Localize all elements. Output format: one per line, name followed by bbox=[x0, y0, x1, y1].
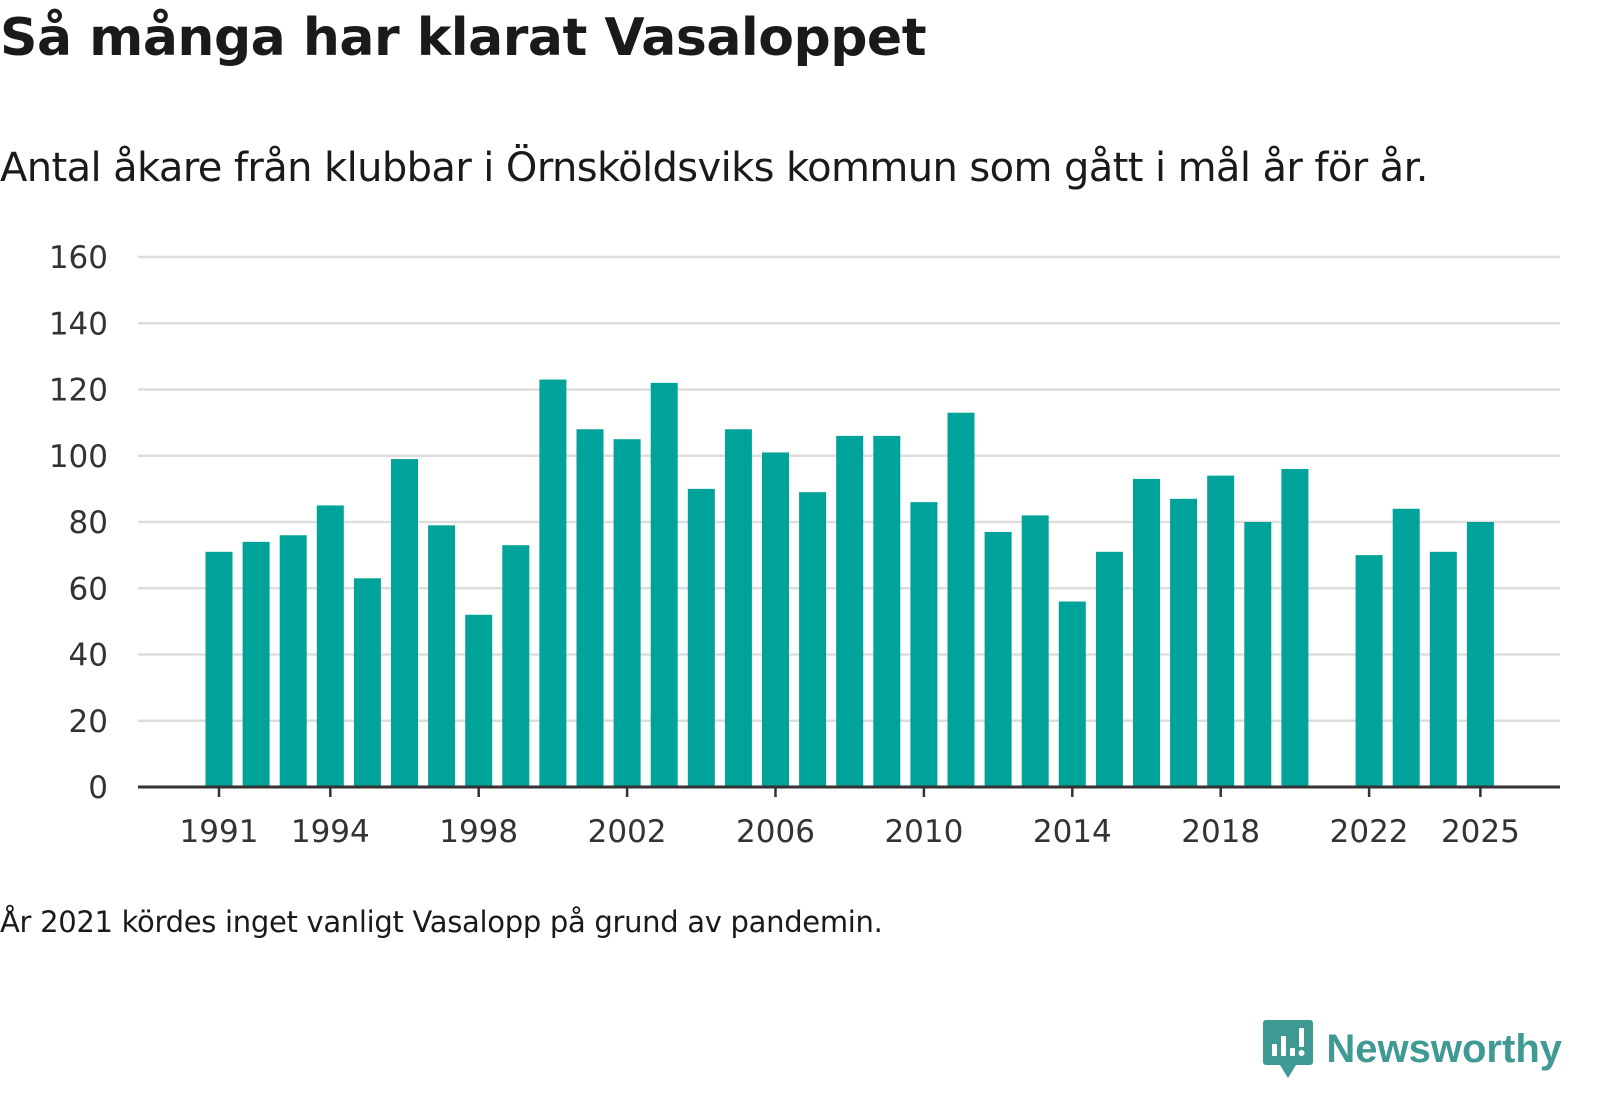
bar bbox=[873, 435, 901, 787]
x-tick-label: 2014 bbox=[1033, 814, 1112, 850]
y-tick-label: 140 bbox=[49, 306, 108, 342]
y-tick-label: 40 bbox=[69, 638, 108, 674]
bar bbox=[910, 502, 938, 787]
bar bbox=[799, 492, 827, 787]
bar bbox=[205, 551, 233, 787]
bar bbox=[1170, 498, 1198, 787]
bar bbox=[1429, 551, 1457, 787]
y-tick-label: 0 bbox=[88, 770, 108, 806]
y-tick-label: 20 bbox=[69, 704, 108, 740]
bar bbox=[1058, 601, 1086, 787]
y-tick-label: 120 bbox=[49, 373, 108, 409]
x-tick-label: 2010 bbox=[884, 814, 963, 850]
bar bbox=[836, 435, 864, 787]
bar bbox=[391, 459, 418, 787]
x-tick-label: 2006 bbox=[736, 814, 815, 850]
x-tick-label: 2002 bbox=[588, 814, 667, 850]
bar bbox=[724, 429, 752, 787]
bar bbox=[1133, 478, 1160, 787]
bar bbox=[1021, 515, 1049, 787]
y-tick-label: 160 bbox=[49, 240, 108, 276]
y-axis-labels: 0 20 40 60 80 100 120 140 160 bbox=[49, 240, 108, 806]
bar bbox=[502, 545, 530, 787]
x-tick-label: 2022 bbox=[1330, 814, 1409, 850]
x-tick-label: 1994 bbox=[291, 814, 370, 850]
bar bbox=[465, 614, 493, 787]
x-tick-label: 2025 bbox=[1441, 814, 1520, 850]
y-tick-label: 100 bbox=[49, 439, 108, 475]
newsworthy-logo-icon bbox=[1263, 1020, 1314, 1078]
bar bbox=[428, 525, 456, 787]
bar bbox=[316, 505, 344, 787]
brand-logo: Newsworthy bbox=[1262, 1018, 1562, 1080]
bar-chart: 0 20 40 60 80 100 120 140 160 1991 1994 1998 2002 20… bbox=[49, 240, 1560, 850]
bar bbox=[1392, 508, 1420, 787]
bar bbox=[947, 412, 975, 787]
bar bbox=[984, 531, 1012, 787]
bar bbox=[539, 379, 567, 787]
bar bbox=[1095, 551, 1123, 787]
bar bbox=[279, 535, 307, 787]
x-tick-label: 1998 bbox=[439, 814, 518, 850]
chart-subtitle: Antal åkare från klubbar i Örnsköldsviks… bbox=[0, 145, 1428, 191]
x-tick-label: 1991 bbox=[180, 814, 259, 850]
bar bbox=[353, 578, 381, 787]
bar bbox=[1355, 555, 1383, 787]
brand-name: Newsworthy bbox=[1326, 1026, 1562, 1071]
y-tick-label: 80 bbox=[69, 505, 108, 541]
y-tick-label: 60 bbox=[69, 571, 108, 607]
bar bbox=[1207, 475, 1235, 787]
footnote: År 2021 kördes inget vanligt Vasalopp på… bbox=[0, 905, 883, 939]
chart-title: Så många har klarat Vasaloppet bbox=[0, 8, 927, 68]
bar bbox=[576, 429, 604, 787]
x-axis: 1991 1994 1998 2002 2006 2010 2014 2018 2022 2025 bbox=[138, 785, 1560, 850]
bar bbox=[1281, 469, 1309, 787]
bar bbox=[762, 452, 789, 787]
bar bbox=[687, 488, 715, 787]
bar bbox=[613, 439, 641, 787]
bars bbox=[205, 379, 1494, 787]
bar bbox=[242, 541, 270, 787]
bar bbox=[650, 382, 678, 787]
bar bbox=[1466, 522, 1494, 787]
bar bbox=[1244, 522, 1272, 787]
x-tick-label: 2018 bbox=[1181, 814, 1260, 850]
